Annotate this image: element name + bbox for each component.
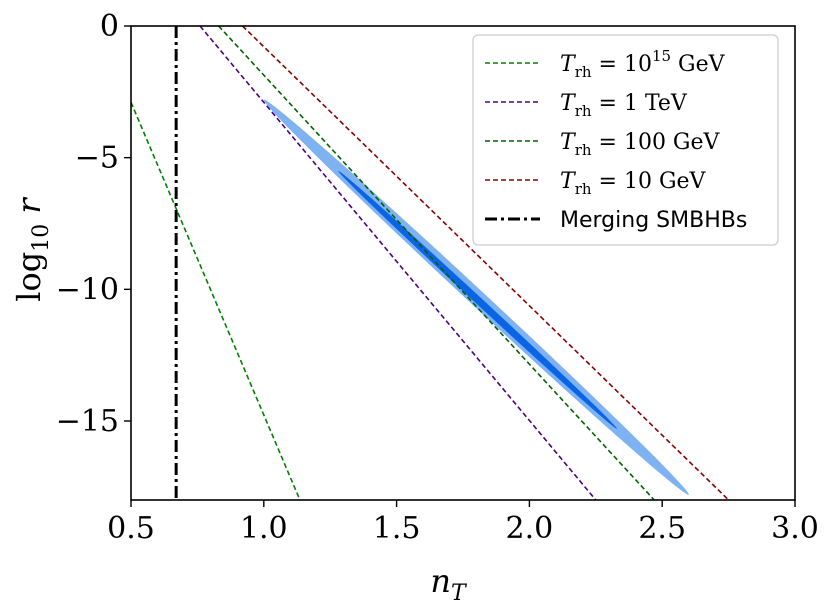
legend-label-2: Trh = 100 GeV — [560, 130, 721, 159]
plot-frame — [130, 25, 796, 501]
series-line-2 — [218, 26, 655, 500]
y-axis-title-sub: 10 — [29, 224, 54, 252]
y-tick-label: 0 — [100, 9, 119, 44]
x-tick-label: 1.5 — [373, 511, 421, 546]
x-axis-title-sub: T — [451, 581, 468, 606]
legend: Trh = 1015 GeV Trh = 1 TeV Trh = 100 GeV Tr… — [472, 34, 779, 246]
x-tick-label: 2.0 — [506, 511, 554, 546]
x-axis-title: nT — [430, 562, 468, 606]
y-tick-label: −5 — [75, 141, 119, 176]
x-tick-label: 1.0 — [240, 511, 288, 546]
y-tick-label: −15 — [56, 404, 119, 439]
legend-label-0: Trh = 1015 GeV — [560, 47, 726, 81]
svg-text:log10 r: log10 r — [10, 197, 54, 302]
x-tick-label: 2.5 — [638, 511, 686, 546]
x-tick-label: 3.0 — [771, 511, 819, 546]
contour-1sigma — [338, 170, 618, 429]
contour-group — [263, 99, 689, 495]
x-tick-label: 0.5 — [107, 511, 155, 546]
y-axis-title: log10 r — [10, 197, 54, 302]
legend-box — [472, 34, 779, 246]
y-tick-label: −10 — [56, 272, 119, 307]
series-line-1 — [199, 26, 597, 500]
x-axis-title-main: n — [430, 562, 451, 600]
y-axis-title-main: log — [10, 252, 48, 302]
legend-label-3: Trh = 10 GeV — [560, 169, 707, 198]
series-line-3 — [241, 26, 730, 500]
svg-text:nT: nT — [430, 562, 468, 606]
x-axis: 0.5 1.0 1.5 2.0 2.5 3.0 — [107, 500, 819, 546]
y-axis-title-var: r — [10, 197, 48, 224]
legend-label-1: Trh = 1 TeV — [560, 91, 688, 120]
y-axis: 0 −5 −10 −15 — [56, 9, 131, 439]
series-lines — [131, 26, 730, 500]
legend-label-4: Merging SMBHBs — [560, 208, 747, 233]
series-line-0 — [131, 102, 301, 500]
